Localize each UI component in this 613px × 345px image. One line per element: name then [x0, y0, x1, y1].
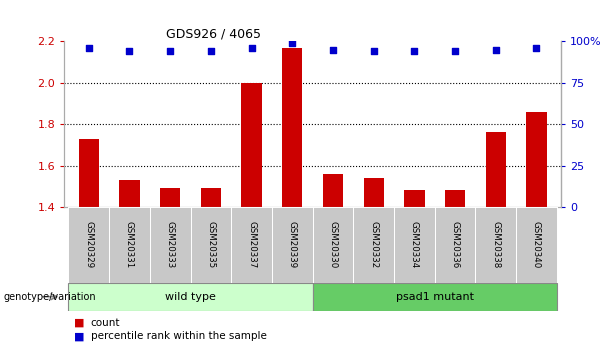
Bar: [109, 207, 150, 283]
Text: GSM20333: GSM20333: [166, 221, 175, 268]
Bar: [78, 139, 99, 207]
Bar: [404, 190, 425, 207]
Bar: [69, 207, 109, 283]
Point: [328, 47, 338, 52]
Bar: [272, 207, 313, 283]
Point: [84, 45, 94, 51]
Bar: [527, 112, 547, 207]
Text: GSM20331: GSM20331: [125, 221, 134, 268]
Text: count: count: [91, 318, 120, 327]
Point: [531, 45, 541, 51]
Text: GSM20332: GSM20332: [369, 221, 378, 268]
Text: GSM20339: GSM20339: [287, 221, 297, 268]
Bar: [282, 48, 302, 207]
Text: psad1 mutant: psad1 mutant: [396, 292, 474, 302]
Bar: [150, 207, 191, 283]
Point: [206, 49, 216, 54]
Point: [287, 40, 297, 46]
Text: GSM20334: GSM20334: [410, 221, 419, 268]
Bar: [231, 207, 272, 283]
Bar: [242, 83, 262, 207]
Bar: [516, 207, 557, 283]
Bar: [191, 207, 231, 283]
Bar: [323, 174, 343, 207]
Bar: [313, 283, 557, 310]
Title: GDS926 / 4065: GDS926 / 4065: [166, 27, 261, 40]
Point: [409, 49, 419, 54]
Bar: [394, 207, 435, 283]
Bar: [445, 190, 465, 207]
Point: [450, 49, 460, 54]
Text: ■: ■: [74, 332, 84, 341]
Text: GSM20338: GSM20338: [491, 221, 500, 268]
Bar: [160, 188, 180, 207]
Bar: [485, 132, 506, 207]
Point: [124, 49, 134, 54]
Point: [369, 49, 379, 54]
Text: GSM20329: GSM20329: [84, 221, 93, 268]
Bar: [69, 283, 313, 310]
Bar: [364, 178, 384, 207]
Text: genotype/variation: genotype/variation: [3, 292, 96, 302]
Text: GSM20336: GSM20336: [451, 221, 460, 268]
Text: GSM20335: GSM20335: [207, 221, 215, 268]
Text: GSM20330: GSM20330: [329, 221, 338, 268]
Text: GSM20337: GSM20337: [247, 221, 256, 268]
Bar: [353, 207, 394, 283]
Point: [246, 45, 256, 51]
Text: ■: ■: [74, 318, 84, 327]
Point: [166, 49, 175, 54]
Bar: [120, 180, 140, 207]
Bar: [200, 188, 221, 207]
Bar: [313, 207, 353, 283]
Text: GSM20340: GSM20340: [532, 221, 541, 268]
Bar: [476, 207, 516, 283]
Text: percentile rank within the sample: percentile rank within the sample: [91, 332, 267, 341]
Bar: [435, 207, 476, 283]
Text: wild type: wild type: [165, 292, 216, 302]
Point: [491, 47, 501, 52]
